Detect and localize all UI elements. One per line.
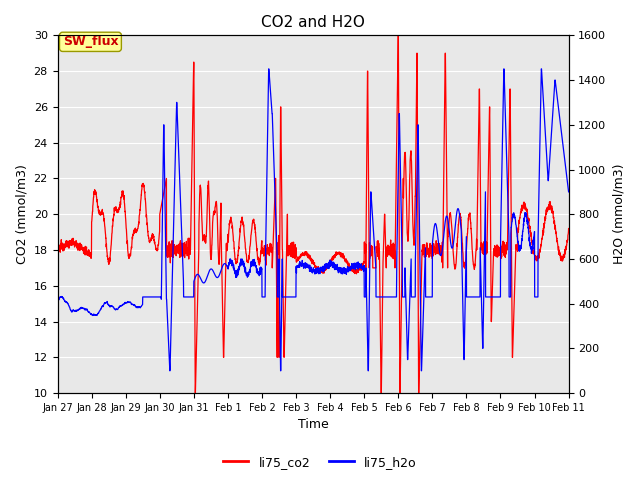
Legend: li75_co2, li75_h2o: li75_co2, li75_h2o xyxy=(218,451,422,474)
Y-axis label: CO2 (mmol/m3): CO2 (mmol/m3) xyxy=(15,164,28,264)
X-axis label: Time: Time xyxy=(298,419,328,432)
Title: CO2 and H2O: CO2 and H2O xyxy=(261,15,365,30)
Y-axis label: H2O (mmol/m3): H2O (mmol/m3) xyxy=(612,164,625,264)
Text: SW_flux: SW_flux xyxy=(63,36,118,48)
